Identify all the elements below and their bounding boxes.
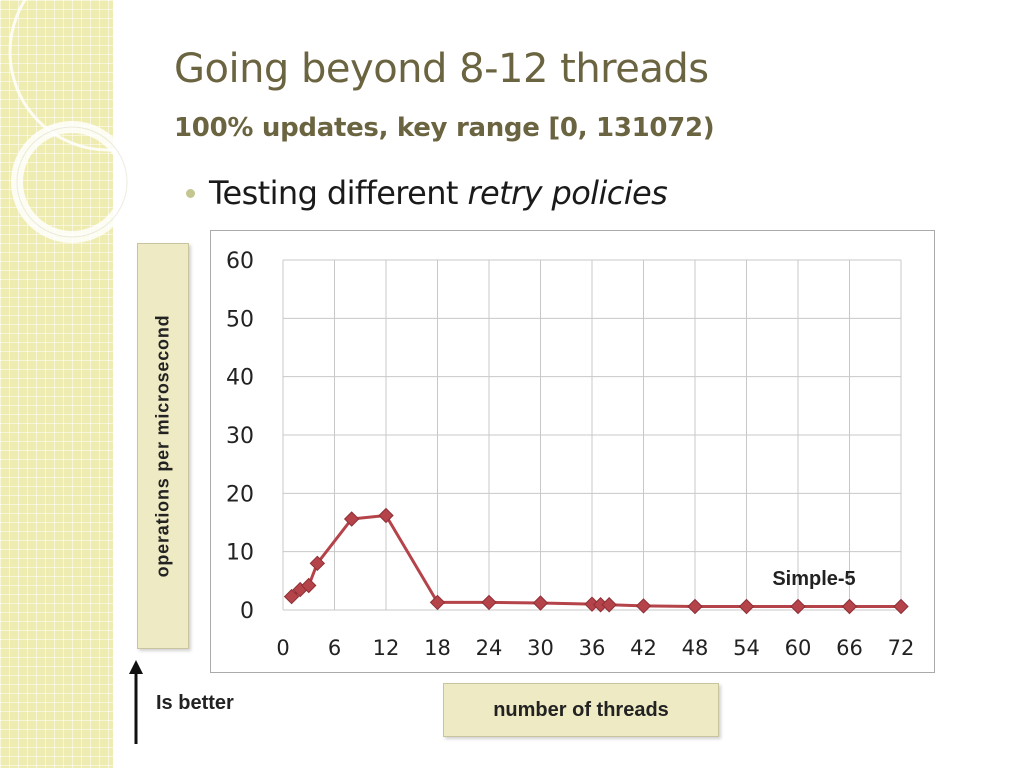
series-line [290,514,901,608]
data-point-marker [635,598,652,614]
y-tick-label: 40 [226,366,254,391]
bullet-emphasis: retry policies [467,174,668,212]
data-point-marker [841,598,858,615]
x-tick-label: 24 [476,636,503,660]
x-tick-label: 6 [328,636,341,660]
data-point-marker [309,555,326,572]
data-point-marker [687,598,703,615]
data-point-marker [301,577,317,594]
data-point-marker [790,598,806,615]
slide-subtitle: 100% updates, key range [0, 131072) [174,113,715,143]
bullet-dot-icon [186,188,195,198]
y-tick-label: 60 [226,249,254,274]
bullet-prefix: Testing different [209,174,468,212]
data-point-marker [343,511,360,527]
x-tick-label: 54 [733,636,760,660]
x-tick-label: 66 [836,636,863,660]
x-tick-label: 30 [527,636,554,660]
y-axis-label: operations per microsecond [152,314,173,578]
x-axis-label-box: number of threads [443,683,719,737]
x-tick-label: 48 [682,636,709,660]
x-tick-label: 0 [276,636,289,660]
bullet-item: Testing different retry policies [186,174,668,212]
y-tick-label: 20 [226,482,254,507]
data-point-marker [481,594,497,611]
x-tick-label: 60 [785,636,812,660]
x-axis-label: number of threads [493,698,669,721]
data-point-marker [601,597,617,613]
data-point-marker [429,594,446,611]
y-tick-label: 30 [226,424,254,449]
data-point-marker [283,588,300,605]
line-chart: 0 10 20 30 40 50 60 0 6 12 18 24 30 36 42 48 54 60 66 72 Sim… [226,249,915,660]
slide-title: Going beyond 8-12 threads [174,46,709,92]
data-point-marker [738,598,755,615]
up-arrow-icon [129,660,143,744]
y-tick-label: 50 [226,307,254,332]
series-label: Simple-5 [772,568,855,590]
data-point-marker [532,595,549,611]
y-axis-label-box: operations per microsecond [137,243,189,649]
x-tick-label: 18 [424,636,451,660]
x-tick-label: 72 [888,636,915,660]
left-decorative-band [0,0,113,768]
x-tick-label: 36 [579,636,606,660]
is-better-label: Is better [156,692,234,714]
x-tick-label: 12 [373,636,400,660]
y-tick-label: 10 [226,541,254,566]
x-tick-label: 42 [630,636,657,660]
chart-area: 0 10 20 30 40 50 60 0 6 12 18 24 30 36 42 48 54 60 66 72 Sim… [210,230,935,673]
data-point-marker [893,598,909,615]
data-point-marker [378,507,394,524]
y-tick-label: 0 [240,599,254,624]
bullet-text: Testing different retry policies [209,174,668,212]
